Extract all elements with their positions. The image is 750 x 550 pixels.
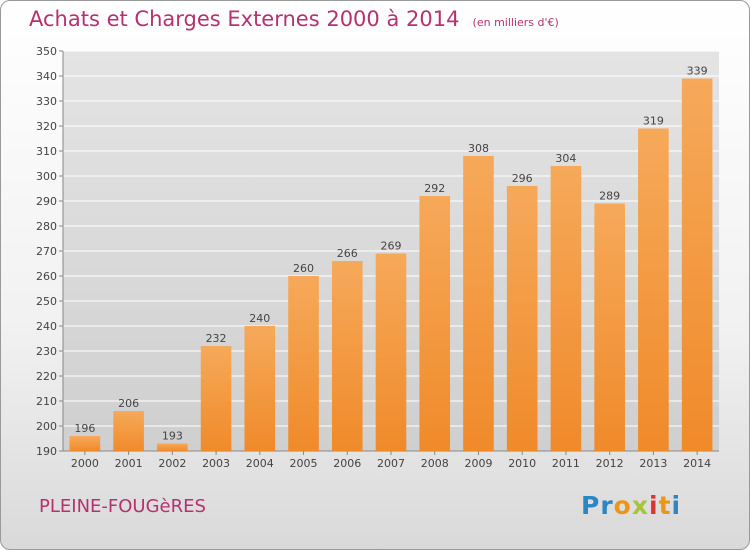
bar [550,166,582,451]
y-tick-label: 190 [36,445,57,458]
x-tick-label: 2000 [71,457,99,470]
bar [288,276,319,451]
y-tick-label: 240 [36,320,57,333]
x-tick-label: 2009 [464,457,492,470]
bar-value-label: 289 [599,190,620,203]
y-tick-label: 230 [36,345,57,358]
logo-letter: t [658,491,672,520]
bar [200,346,232,451]
x-tick-label: 2005 [290,457,318,470]
logo-letter: P [581,491,601,520]
y-tick-label: 300 [36,170,57,183]
bar-value-label: 304 [555,152,576,165]
bar-value-label: 240 [249,312,270,325]
bar-value-label: 232 [206,332,227,345]
y-tick-label: 280 [36,220,57,233]
logo-letter: o [613,491,632,520]
bar-value-label: 196 [74,422,95,435]
y-tick-label: 340 [36,70,57,83]
x-tick-label: 2014 [683,457,711,470]
bar [244,326,276,451]
bar-value-label: 206 [118,397,139,410]
x-tick-label: 2007 [377,457,405,470]
x-tick-label: 2003 [202,457,230,470]
x-tick-label: 2002 [158,457,186,470]
x-tick-label: 2012 [596,457,624,470]
bar [375,253,407,451]
logo-letter: r [600,491,614,520]
bar [419,196,451,451]
bar-value-label: 292 [424,182,445,195]
y-tick-label: 250 [36,295,57,308]
y-tick-label: 310 [36,145,57,158]
x-tick-label: 2001 [115,457,143,470]
bar-value-label: 269 [381,240,402,253]
logo-letter: x [631,491,649,520]
bar [113,411,144,451]
bar-value-label: 266 [337,247,358,260]
bar [681,78,713,451]
unit-note: (en milliers d'€) [472,16,559,29]
y-tick-label: 330 [36,95,57,108]
bar [506,186,538,451]
y-tick-label: 350 [36,45,57,58]
y-tick-label: 200 [36,420,57,433]
bar [594,203,625,451]
y-tick-label: 210 [36,395,57,408]
y-tick-label: 220 [36,370,57,383]
x-tick-label: 2010 [508,457,536,470]
bar-value-label: 339 [687,65,708,78]
x-tick-label: 2011 [552,457,580,470]
title-text: Achats et Charges Externes 2000 à 2014 [29,7,460,31]
x-tick-label: 2013 [639,457,667,470]
y-tick-label: 290 [36,195,57,208]
y-tick-label: 320 [36,120,57,133]
bar-value-label: 319 [643,115,664,128]
x-tick-label: 2008 [421,457,449,470]
bar-value-label: 193 [162,430,183,443]
bar-value-label: 260 [293,262,314,275]
proxiti-logo: Proxiti [581,491,681,520]
bar-value-label: 308 [468,142,489,155]
plot-area: 190 200 210 220 230 240 250 260 270 280 290 300 310 3… [36,45,719,470]
logo-letter: i [671,491,682,520]
logo-letter: i [649,491,659,520]
y-tick-label: 260 [36,270,57,283]
bar [638,128,669,451]
chart-title: Achats et Charges Externes 2000 à 2014 (… [29,7,559,31]
commune-name: PLEINE-FOUGèRES [39,496,206,517]
x-tick-label: 2004 [246,457,274,470]
bar [69,436,101,451]
bar [157,443,188,451]
bar [331,261,363,451]
y-tick-label: 270 [36,245,57,258]
x-tick-label: 2006 [333,457,361,470]
bar-value-label: 296 [512,172,533,185]
bar [463,156,494,451]
